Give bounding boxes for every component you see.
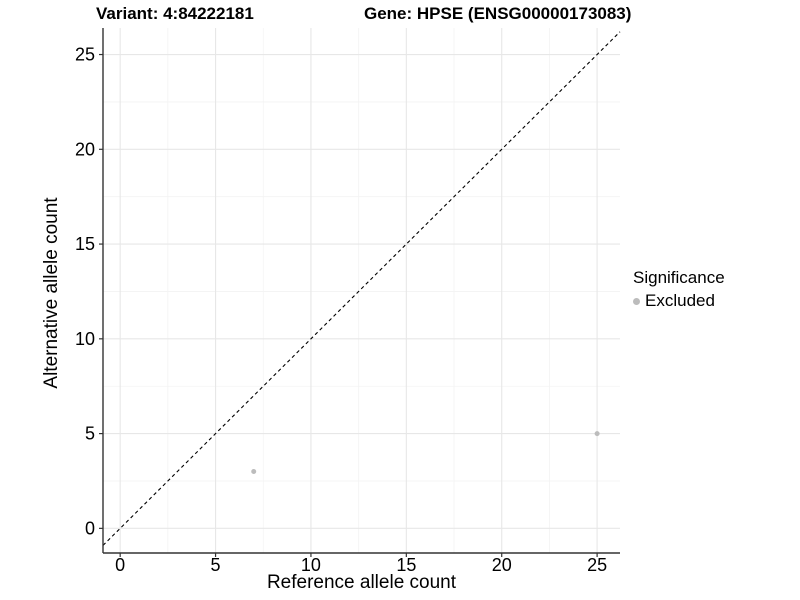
legend-title: Significance	[633, 268, 725, 287]
identity-reference-line	[102, 31, 621, 546]
legend-key-dot-icon	[633, 297, 640, 305]
x-tick-label: 25	[587, 555, 607, 575]
data-point	[251, 469, 257, 475]
y-tick-label: 20	[75, 139, 95, 159]
y-tick-label: 15	[75, 234, 95, 254]
x-tick-label: 10	[301, 555, 321, 575]
legend-item-label: Excluded	[645, 291, 715, 310]
y-tick-label: 10	[75, 329, 95, 349]
x-tick-label: 20	[492, 555, 512, 575]
legend-items: Excluded	[633, 291, 725, 311]
legend-item: Excluded	[633, 291, 725, 311]
plot-title-variant: Variant: 4:84222181	[96, 4, 254, 23]
x-tick-label: 5	[211, 555, 221, 575]
y-tick-label: 0	[85, 518, 95, 538]
y-tick-label: 5	[85, 424, 95, 444]
data-point	[594, 431, 600, 437]
x-tick-label: 15	[396, 555, 416, 575]
x-axis-title: Reference allele count	[266, 572, 457, 593]
y-axis-title: Alternative allele count	[41, 197, 62, 389]
y-tick-label: 25	[75, 45, 95, 65]
legend: Significance Excluded	[633, 268, 725, 311]
x-tick-label: 0	[115, 555, 125, 575]
plot-title-gene: Gene: HPSE (ENSG00000173083)	[364, 4, 632, 23]
